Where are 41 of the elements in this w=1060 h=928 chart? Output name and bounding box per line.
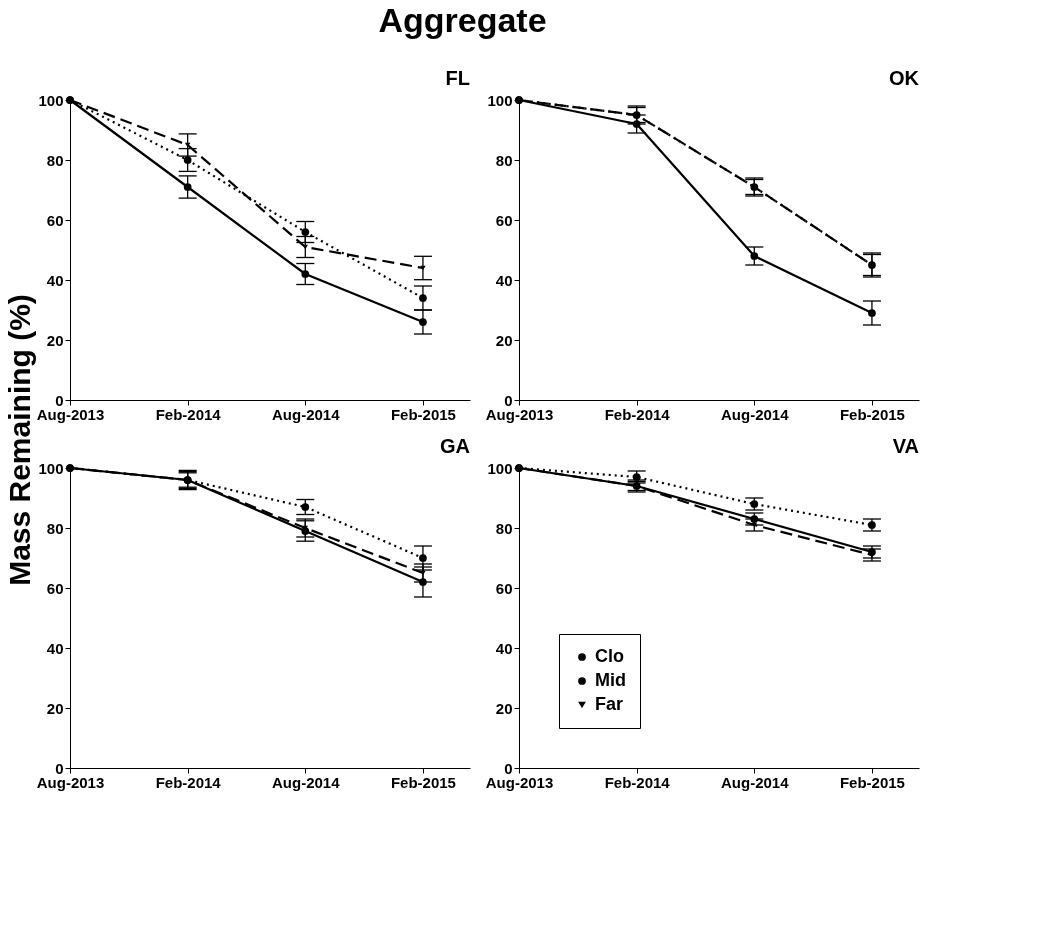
chart-title: GA xyxy=(440,435,470,457)
x-tick-label: Feb-2015 xyxy=(839,773,905,791)
y-tick-label: 100 xyxy=(38,459,64,477)
x-tick-label: Feb-2014 xyxy=(604,773,671,791)
y-tick-label: 80 xyxy=(495,151,513,169)
legend-label: Mid xyxy=(595,670,626,690)
y-axis-title: Mass Remaining (%) xyxy=(3,294,36,586)
y-tick-label: 60 xyxy=(46,211,64,229)
y-tick-label: 100 xyxy=(38,91,64,109)
y-tick-label: 40 xyxy=(46,639,64,657)
y-tick-label: 60 xyxy=(495,211,513,229)
y-tick-label: 80 xyxy=(46,519,64,537)
x-tick-label: Feb-2014 xyxy=(604,405,671,423)
x-tick-label: Feb-2014 xyxy=(155,773,222,791)
legend-label: Clo xyxy=(595,646,624,666)
y-tick-label: 60 xyxy=(46,579,64,597)
chart-title: OK xyxy=(889,67,920,89)
y-tick-label: 80 xyxy=(46,151,64,169)
y-tick-label: 40 xyxy=(495,639,513,657)
y-tick-label: 100 xyxy=(487,459,513,477)
x-tick-label: Aug-2014 xyxy=(272,773,341,791)
chart-title: VA xyxy=(892,435,919,457)
chart-title: FL xyxy=(445,67,470,89)
y-tick-label: 80 xyxy=(495,519,513,537)
y-tick-label: 20 xyxy=(495,331,513,349)
x-tick-label: Feb-2015 xyxy=(390,405,456,423)
y-tick-label: 100 xyxy=(487,91,513,109)
x-tick-label: Aug-2014 xyxy=(721,773,790,791)
y-tick-label: 60 xyxy=(495,579,513,597)
text: Aggregate xyxy=(378,1,547,39)
x-tick-label: Feb-2014 xyxy=(155,405,222,423)
y-tick-label: 40 xyxy=(495,271,513,289)
y-tick-label: 40 xyxy=(46,271,64,289)
legend-label: Far xyxy=(595,694,624,714)
y-tick-label: 20 xyxy=(46,331,64,349)
y-tick-label: 20 xyxy=(46,699,64,717)
y-tick-label: 20 xyxy=(495,699,513,717)
x-tick-label: Aug-2014 xyxy=(272,405,341,423)
x-tick-label: Aug-2014 xyxy=(721,405,790,423)
x-tick-label: Feb-2015 xyxy=(839,405,905,423)
x-tick-label: Feb-2015 xyxy=(390,773,456,791)
